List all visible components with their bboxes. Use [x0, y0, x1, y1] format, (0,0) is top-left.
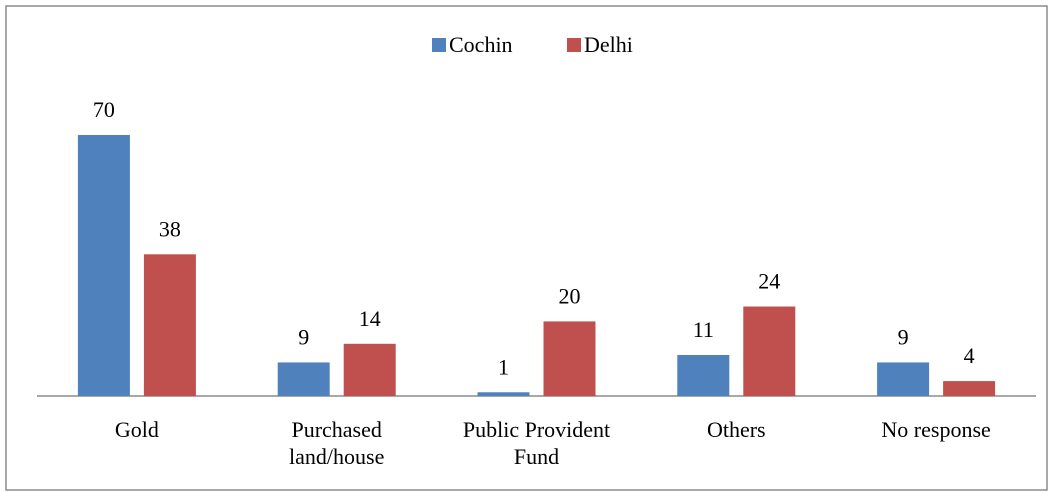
bar [743, 306, 796, 396]
legend-swatch [432, 38, 446, 52]
legend-swatch [567, 38, 581, 52]
data-label: 38 [159, 216, 181, 241]
data-label: 1 [498, 354, 509, 379]
bar [677, 354, 730, 396]
bar [877, 362, 930, 396]
bar [543, 321, 596, 396]
data-label: 11 [693, 317, 714, 342]
legend-label: Cochin [449, 32, 513, 57]
data-label: 70 [93, 97, 115, 122]
bar [277, 362, 330, 396]
bar [343, 343, 396, 396]
chart-frame [5, 5, 1048, 491]
data-label: 24 [758, 269, 780, 294]
bar [477, 392, 530, 396]
data-label: 20 [559, 283, 581, 308]
x-tick-label: No response [881, 417, 991, 442]
data-label: 4 [964, 343, 975, 368]
legend-label: Delhi [584, 32, 633, 57]
data-label: 14 [359, 306, 381, 331]
data-label: 9 [898, 324, 909, 349]
x-tick-label: Public Provident Fund [462, 417, 611, 469]
x-tick-label: Purchased land/house [289, 417, 385, 469]
bar [77, 135, 130, 396]
x-tick-label: Gold [114, 417, 159, 442]
bar [943, 381, 996, 396]
data-label: 9 [298, 324, 309, 349]
x-tick-label: Others [706, 417, 766, 442]
bar [143, 254, 196, 396]
